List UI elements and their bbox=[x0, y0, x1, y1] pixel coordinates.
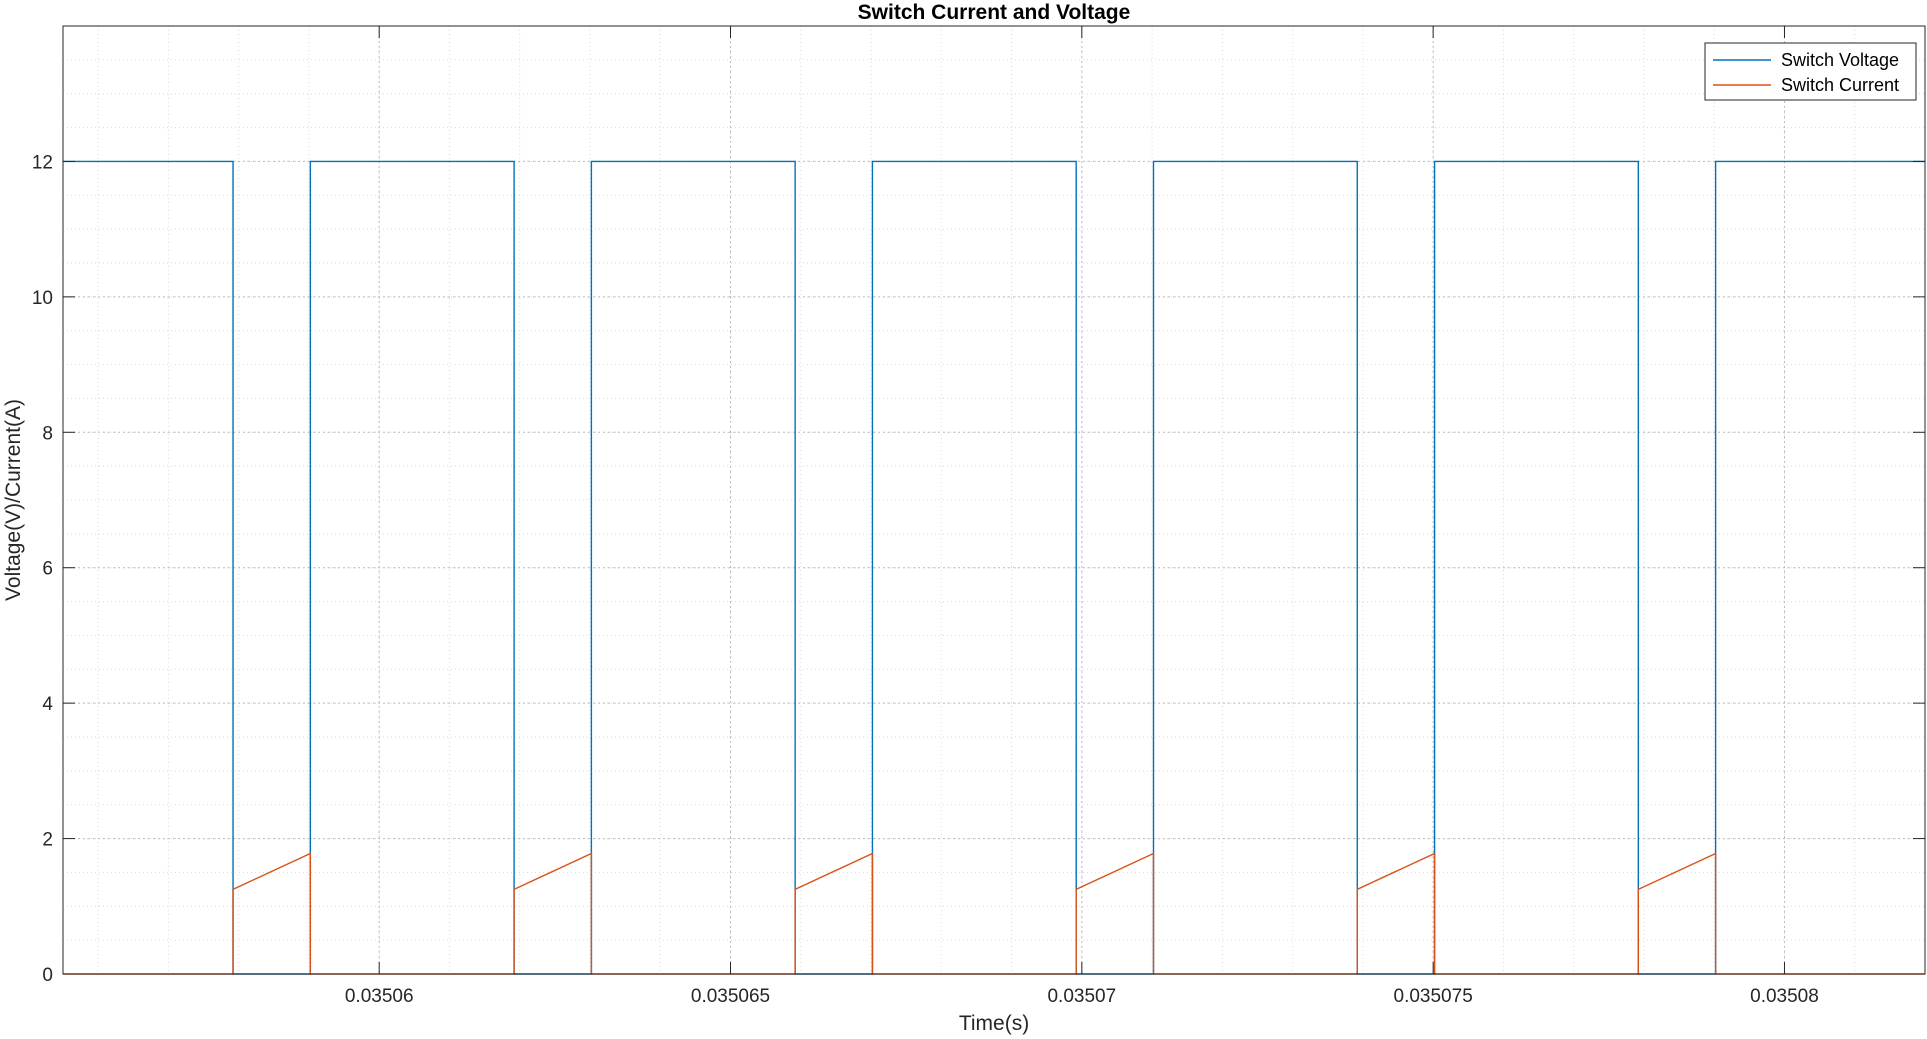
legend-label-switch-voltage: Switch Voltage bbox=[1781, 50, 1899, 70]
legend-box bbox=[1704, 42, 1917, 101]
y-tick-label: 2 bbox=[42, 830, 53, 851]
x-tick-label: 0.035065 bbox=[691, 986, 770, 1007]
y-tick-label: 0 bbox=[42, 965, 53, 986]
x-axis-label: Time(s) bbox=[959, 1012, 1029, 1035]
x-tick-label: 0.03506 bbox=[345, 986, 414, 1007]
legend[interactable]: Switch Voltage Switch Current bbox=[1704, 42, 1917, 101]
x-tick-label: 0.03507 bbox=[1047, 986, 1116, 1007]
x-tick-labels: 0.03506 0.035065 0.03507 0.035075 0.03508 bbox=[345, 986, 1819, 1007]
y-tick-labels: 0 2 4 6 8 10 12 bbox=[32, 152, 54, 986]
switch-voltage-line bbox=[63, 160, 1925, 975]
chart-title: Switch Current and Voltage bbox=[858, 1, 1131, 24]
y-tick-label: 4 bbox=[42, 694, 53, 715]
plot-area-background bbox=[63, 26, 1925, 974]
x-tick-label: 0.03508 bbox=[1750, 986, 1819, 1007]
ticks-layer bbox=[63, 26, 1925, 975]
y-axis-label: Voltage(V)/Current(A) bbox=[2, 399, 25, 601]
y-tick-label: 10 bbox=[32, 288, 53, 309]
plot-area-border bbox=[62, 25, 1926, 975]
y-tick-label: 6 bbox=[42, 559, 53, 580]
x-tick-label: 0.035075 bbox=[1394, 986, 1473, 1007]
legend-label-switch-current: Switch Current bbox=[1781, 75, 1899, 95]
y-tick-label: 12 bbox=[32, 152, 53, 173]
y-tick-label: 8 bbox=[42, 423, 53, 444]
